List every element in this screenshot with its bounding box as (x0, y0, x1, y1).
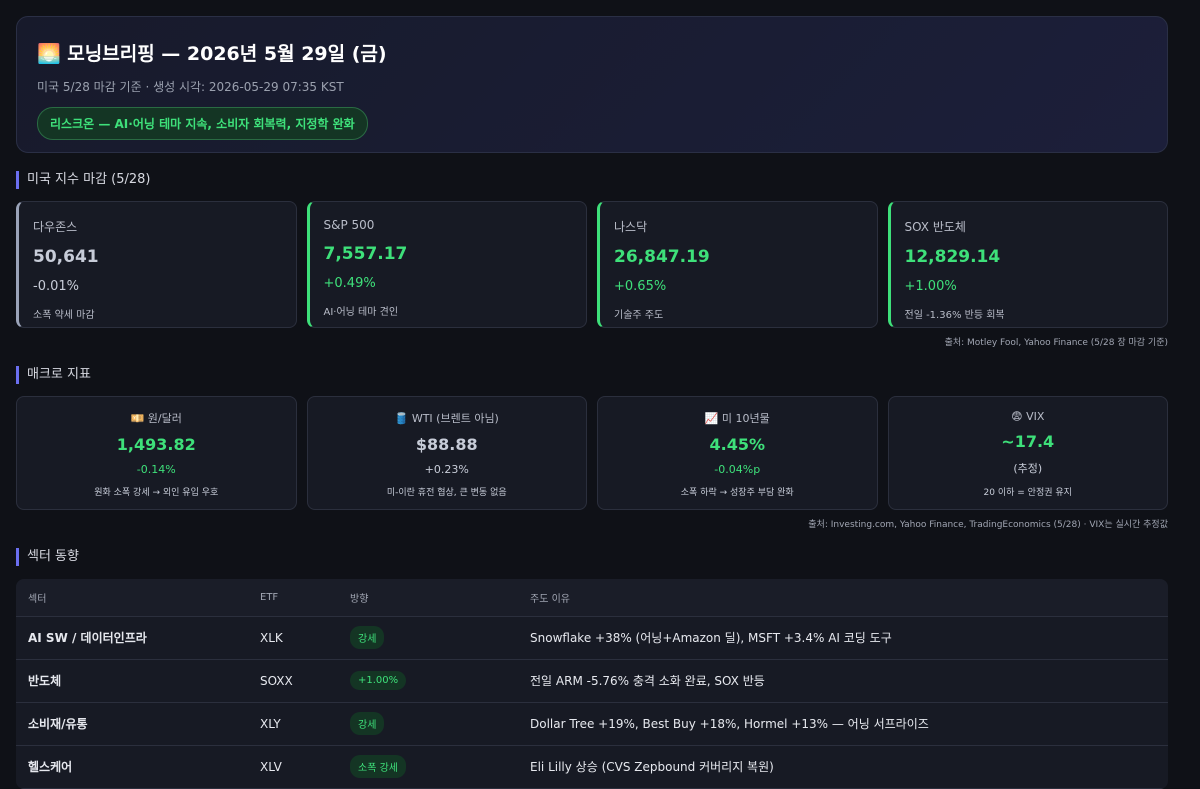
direction-cell: 소폭 강세 (338, 745, 518, 789)
macro-value: 1,493.82 (116, 435, 196, 454)
macro-note: 미-이란 휴전 협상, 큰 변동 없음 (386, 488, 507, 498)
subtitle: 미국 5/28 마감 기준 · 생성 시각: 2026-05-29 07:35 … (37, 80, 344, 94)
direction-cell: 강세 (338, 616, 518, 660)
index-change: +0.65% (614, 279, 667, 294)
macro-cards: 💴 원/달러 1,493.82 -0.14% 원화 소폭 강세 → 외인 유입 우호 🛢… (16, 396, 1168, 510)
macro-card: 📈 미 10년물 4.45% -0.04%p 소폭 하락 → 성장주 부담 완화 (597, 396, 878, 510)
sector-name: AI SW / 데이터인프라 (16, 616, 248, 660)
column-header: 섹터 (16, 579, 248, 617)
sector-row: 반도체 SOXX +1.00% 전일 ARM -5.76% 충격 소화 완료, SOX… (16, 659, 1168, 703)
index-change: +1.00% (904, 279, 957, 294)
macro-label: 😨 VIX (1011, 410, 1045, 423)
macro-card: 💴 원/달러 1,493.82 -0.14% 원화 소폭 강세 → 외인 유입 우호 (16, 396, 297, 510)
direction-pill: 강세 (350, 626, 385, 649)
sector-name: 헬스케어 (16, 745, 248, 789)
sector-table: 섹터 ETF 방향 주도 이유 AI SW / 데이터인프라 XLK 강세 Snowflake… (16, 579, 1168, 789)
etf: XLV (248, 745, 338, 789)
header-card: 🌅 모닝브리핑 — 2026년 5월 29일 (금) 미국 5/28 마감 기준… (16, 16, 1168, 153)
direction-pill: +1.00% (350, 671, 407, 690)
macro-label: 📈 미 10년물 (704, 412, 770, 425)
macro-change: (추정) (1013, 462, 1043, 475)
sector-row: AI SW / 데이터인프라 XLK 강세 Snowflake +38% (어닝+Am… (16, 616, 1168, 660)
sector-name: 소비재/유통 (16, 702, 248, 746)
macro-note: 소폭 하락 → 성장주 부담 완화 (680, 488, 794, 498)
column-header: 방향 (338, 579, 518, 617)
reason: Dollar Tree +19%, Best Buy +18%, Hormel … (518, 702, 1168, 746)
index-change: -0.01% (33, 279, 79, 294)
macro-label: 🛢️ WTI (브렌트 아님) (394, 412, 499, 425)
index-card: S&P 500 7,557.17 +0.49% AI·어닝 테마 견인 (306, 201, 587, 328)
index-value: 26,847.19 (614, 247, 710, 267)
direction-cell: +1.00% (338, 659, 518, 703)
etf: XLK (248, 616, 338, 660)
index-cards: 다우존스 50,641 -0.01% 소폭 약세 마감 S&P 500 7,557.17 +… (16, 201, 1168, 328)
macro-label: 💴 원/달러 (130, 412, 182, 425)
macro-value: 4.45% (709, 435, 765, 454)
macro-note: 원화 소폭 강세 → 외인 유입 우호 (94, 488, 219, 498)
sector-row: 헬스케어 XLV 소폭 강세 Eli Lilly 상승 (CVS Zepbound 커… (16, 745, 1168, 789)
index-name: SOX 반도체 (904, 220, 966, 234)
macro-note: 20 이하 = 안정권 유지 (983, 488, 1072, 498)
etf: SOXX (248, 659, 338, 703)
index-name: 나스닥 (614, 220, 648, 234)
index-note: 전일 -1.36% 반등 회복 (904, 310, 1005, 321)
section-title: 매크로 지표 (16, 366, 1168, 384)
reason: 전일 ARM -5.76% 충격 소화 완료, SOX 반등 (518, 659, 1168, 703)
index-value: 7,557.17 (323, 244, 408, 264)
section-title: 섹터 동향 (16, 548, 1168, 566)
source-note: 출처: Motley Fool, Yahoo Finance (5/28 장 마… (944, 338, 1168, 348)
index-note: AI·어닝 테마 견인 (323, 307, 399, 318)
sentiment-badge: 리스크온 — AI·어닝 테마 지속, 소비자 회복력, 지정학 완화 (37, 107, 368, 140)
index-value: 12,829.14 (904, 247, 1001, 267)
direction-pill: 강세 (350, 712, 385, 735)
macro-value: $88.88 (415, 435, 478, 454)
column-header: 주도 이유 (518, 579, 1168, 617)
direction-pill: 소폭 강세 (350, 755, 406, 778)
macro-card: 🛢️ WTI (브렌트 아님) $88.88 +0.23% 미-이란 휴전 협상, 큰… (306, 396, 587, 510)
sector-row: 소비재/유통 XLY 강세 Dollar Tree +19%, Best Buy +1… (16, 702, 1168, 746)
macro-card: 😨 VIX ~17.4 (추정) 20 이하 = 안정권 유지 (887, 396, 1168, 510)
index-note: 기술주 주도 (614, 310, 664, 321)
index-name: 다우존스 (33, 220, 78, 234)
index-card: 나스닥 26,847.19 +0.65% 기술주 주도 (597, 201, 878, 328)
macro-change: -0.14% (136, 463, 176, 476)
index-card: SOX 반도체 12,829.14 +1.00% 전일 -1.36% 반등 회복 (887, 201, 1168, 328)
etf: XLY (248, 702, 338, 746)
reason: Snowflake +38% (어닝+Amazon 딜), MSFT +3.4%… (518, 616, 1168, 660)
reason: Eli Lilly 상승 (CVS Zepbound 커버리지 복원) (518, 745, 1168, 789)
macro-change: +0.23% (424, 463, 469, 476)
briefing: 🌅 모닝브리핑 — 2026년 5월 29일 (금) 미국 5/28 마감 기준… (16, 16, 1168, 789)
index-card: 다우존스 50,641 -0.01% 소폭 약세 마감 (16, 201, 297, 328)
sector-name: 반도체 (16, 659, 248, 703)
source-note: 출처: Investing.com, Yahoo Finance, Tradin… (808, 520, 1168, 530)
index-name: S&P 500 (323, 218, 375, 232)
macro-change: -0.04%p (714, 463, 761, 476)
index-value: 50,641 (33, 247, 99, 267)
direction-cell: 강세 (338, 702, 518, 746)
section-title: 미국 지수 마감 (5/28) (16, 171, 1168, 189)
macro-value: ~17.4 (1001, 432, 1055, 451)
column-header: ETF (248, 579, 338, 617)
index-change: +0.49% (323, 276, 376, 291)
title: 🌅 모닝브리핑 — 2026년 5월 29일 (금) (37, 43, 387, 65)
index-note: 소폭 약세 마감 (33, 310, 95, 321)
